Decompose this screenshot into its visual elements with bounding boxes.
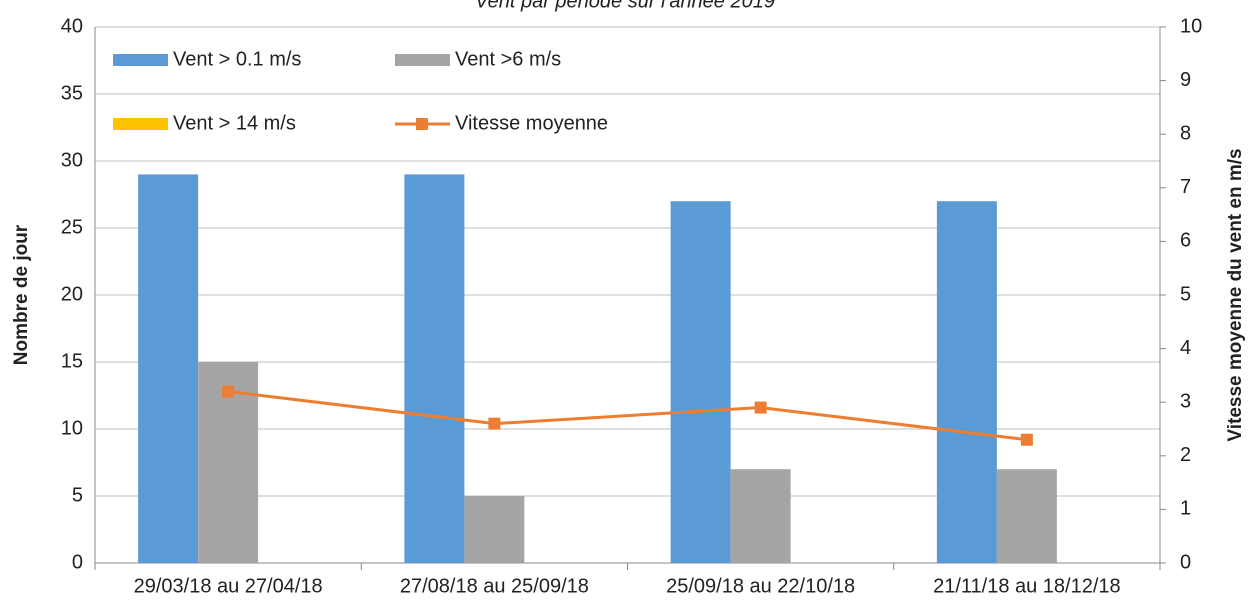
- x-tick-label: 21/11/18 au 18/12/18: [933, 575, 1121, 597]
- legend-swatch: [416, 118, 428, 130]
- legend-label: Vitesse moyenne: [455, 112, 608, 134]
- y2-tick-label: 5: [1180, 283, 1191, 305]
- legend-label: Vent > 14 m/s: [173, 112, 296, 134]
- y2-tick-label: 0: [1180, 551, 1191, 573]
- y-tick-label: 20: [61, 283, 83, 305]
- y-tick-label: 10: [61, 417, 83, 439]
- chart-title: Vent par période sur l'année 2019: [475, 0, 775, 12]
- y-tick-label: 25: [61, 216, 83, 238]
- bar: [996, 469, 1057, 563]
- line-marker: [488, 417, 501, 430]
- bar: [936, 201, 997, 563]
- y-tick-label: 35: [61, 82, 83, 104]
- bar: [404, 174, 465, 563]
- y-tick-label: 5: [72, 484, 83, 506]
- legend-swatch: [395, 54, 450, 66]
- line-marker: [1020, 433, 1033, 446]
- line-marker: [222, 385, 235, 398]
- y2-tick-label: 8: [1180, 122, 1191, 144]
- x-tick-label: 27/08/18 au 25/09/18: [400, 575, 589, 597]
- y-tick-label: 0: [72, 551, 83, 573]
- line-marker: [754, 401, 767, 414]
- legend-swatch: [113, 118, 168, 130]
- y-tick-label: 40: [61, 15, 83, 37]
- y2-tick-label: 3: [1180, 390, 1191, 412]
- bar: [670, 201, 731, 563]
- bar: [138, 174, 199, 563]
- x-tick-label: 25/09/18 au 22/10/18: [666, 575, 855, 597]
- bar: [464, 496, 525, 563]
- legend-label: Vent >6 m/s: [455, 48, 561, 70]
- y-tick-label: 15: [61, 350, 83, 372]
- y2-tick-label: 9: [1180, 69, 1191, 91]
- y2-tick-label: 6: [1180, 230, 1191, 252]
- y2-tick-label: 10: [1180, 15, 1202, 37]
- y-axis-label: Nombre de jour: [11, 224, 32, 365]
- y2-tick-label: 1: [1180, 498, 1191, 520]
- legend-label: Vent > 0.1 m/s: [173, 48, 301, 70]
- y-tick-label: 30: [61, 149, 83, 171]
- y2-tick-label: 4: [1180, 337, 1191, 359]
- y2-axis-label: Vitesse moyenne du vent en m/s: [1225, 148, 1246, 441]
- x-tick-label: 29/03/18 au 27/04/18: [134, 575, 323, 597]
- line-series: [227, 389, 1028, 442]
- bar: [730, 469, 791, 563]
- y2-tick-label: 7: [1180, 176, 1191, 198]
- y2-tick-label: 2: [1180, 444, 1191, 466]
- legend-swatch: [113, 54, 168, 66]
